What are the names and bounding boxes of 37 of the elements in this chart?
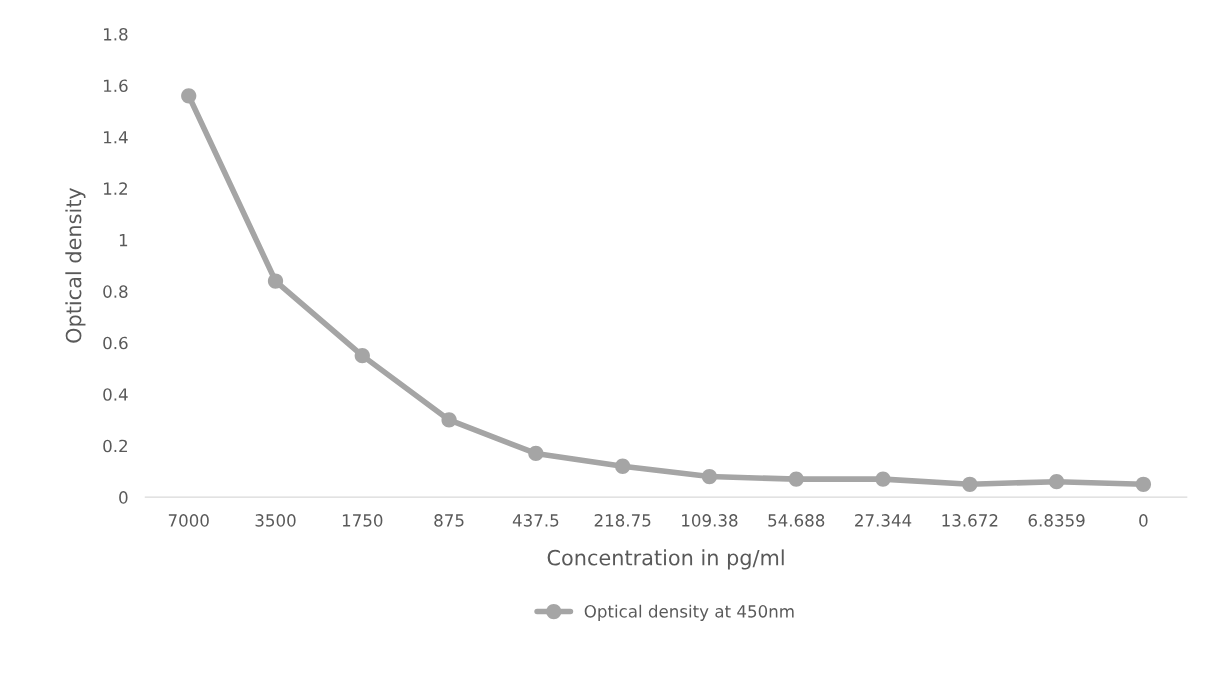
legend-label: Optical density at 450nm <box>584 604 794 621</box>
point <box>1048 474 1065 490</box>
x-tick-label: 6.8359 <box>1028 514 1085 527</box>
point <box>875 471 891 487</box>
y-tick-label: 1.6 <box>103 79 128 93</box>
x-tick-label: 0 <box>1139 514 1148 527</box>
point <box>1135 476 1152 492</box>
x-tick-label: 437.5 <box>512 514 559 527</box>
x-tick-label: 54.688 <box>768 514 825 527</box>
y-tick-label: 1.8 <box>103 28 128 41</box>
y-tick-label: 0.4 <box>103 388 128 401</box>
x-tick-label: 3500 <box>255 514 296 527</box>
point <box>615 458 631 474</box>
x-tick-label: 27.344 <box>855 514 912 527</box>
point <box>788 471 804 487</box>
point <box>354 347 370 364</box>
point <box>701 468 718 485</box>
y-tick-label: 0 <box>119 491 128 504</box>
x-tick-label: 7000 <box>168 514 209 527</box>
x-tick-label: 109.38 <box>682 514 738 527</box>
x-tick-label: 218.75 <box>594 514 651 527</box>
y-tick-label: 1 <box>119 234 128 247</box>
y-tick-label: 0.2 <box>103 439 127 453</box>
x-axis-title: Concentration in pg/ml <box>547 549 784 570</box>
point <box>181 88 197 104</box>
y-axis-title: Optical density <box>65 187 86 343</box>
point <box>267 273 284 289</box>
y-tick-label: 0.6 <box>103 336 128 350</box>
x-tick-label: 13.672 <box>942 514 998 527</box>
point <box>441 412 457 428</box>
x-tick-label: 875 <box>434 514 464 527</box>
y-tick-label: 0.8 <box>103 285 128 298</box>
y-tick-label: 1.4 <box>103 131 128 144</box>
point <box>962 476 978 492</box>
x-tick-label: 1750 <box>342 514 383 527</box>
point <box>528 445 544 462</box>
y-tick-label: 1.2 <box>103 182 127 195</box>
